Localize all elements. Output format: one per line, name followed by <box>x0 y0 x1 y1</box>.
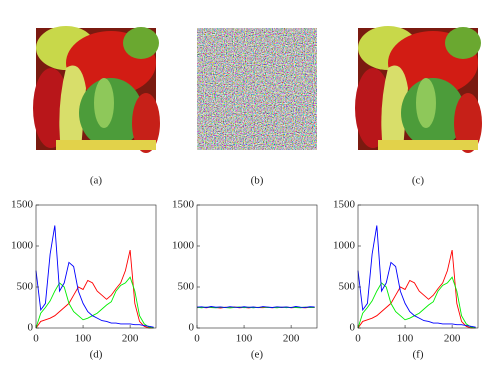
x-tick-label: 200 <box>283 333 300 345</box>
image-c <box>355 26 482 153</box>
x-tick-label: 0 <box>194 333 200 345</box>
caption: (a) <box>90 175 103 187</box>
image-b <box>197 28 317 150</box>
x-tick-label: 100 <box>236 333 253 345</box>
histogram-line <box>357 276 476 329</box>
y-tick-label: 1500 <box>333 199 356 211</box>
caption: (d) <box>90 349 103 361</box>
caption: (e) <box>251 349 264 361</box>
y-tick-label: 1500 <box>172 199 195 211</box>
y-tick-label: 1500 <box>11 199 34 211</box>
histogram-line <box>357 225 476 328</box>
caption: (b) <box>251 175 264 187</box>
y-tick-label: 0 <box>189 322 195 334</box>
axes-box <box>35 204 157 329</box>
y-tick-label: 1000 <box>11 240 34 252</box>
x-tick-label: 0 <box>355 333 361 345</box>
axes-box <box>196 204 318 329</box>
y-tick-label: 500 <box>17 281 34 293</box>
y-tick-label: 1000 <box>333 240 356 252</box>
x-tick-label: 0 <box>33 333 39 345</box>
caption: (f) <box>413 349 424 361</box>
y-tick-label: 0 <box>350 322 356 334</box>
caption: (c) <box>412 175 425 187</box>
histogram-line <box>357 249 476 329</box>
x-tick-label: 200 <box>122 333 139 345</box>
x-tick-label: 200 <box>444 333 461 345</box>
histogram-line <box>35 225 154 328</box>
image-a <box>33 26 160 153</box>
y-tick-label: 1000 <box>172 240 195 252</box>
y-tick-label: 500 <box>339 281 356 293</box>
histogram-line <box>35 276 154 329</box>
x-tick-label: 100 <box>75 333 92 345</box>
axes-box <box>357 204 479 329</box>
histogram-line <box>35 249 154 329</box>
y-tick-label: 0 <box>28 322 34 334</box>
y-tick-label: 500 <box>178 281 195 293</box>
x-tick-label: 100 <box>397 333 414 345</box>
histogram-line <box>196 306 315 309</box>
